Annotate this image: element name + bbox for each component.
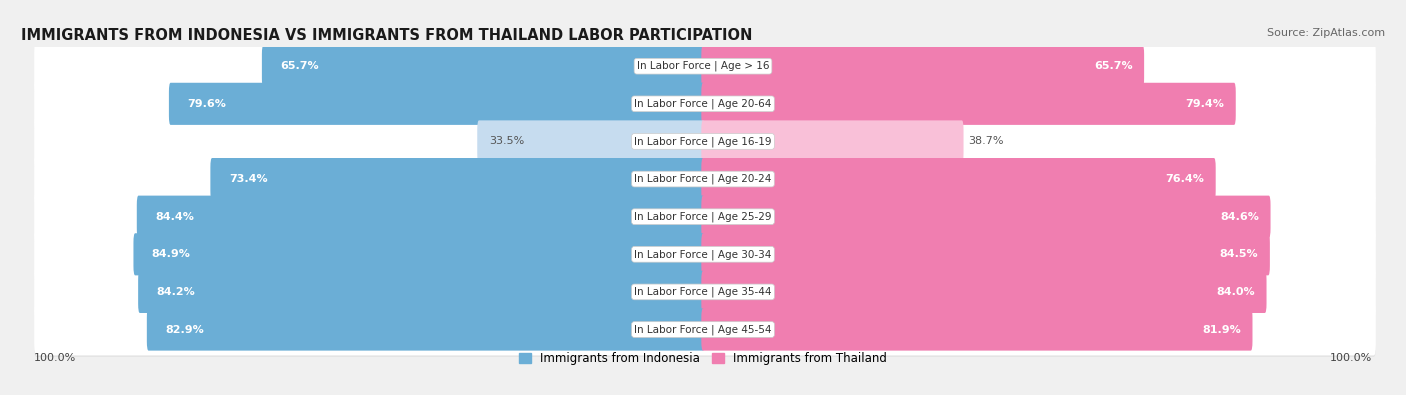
Text: In Labor Force | Age > 16: In Labor Force | Age > 16 bbox=[637, 61, 769, 71]
FancyBboxPatch shape bbox=[702, 158, 1216, 200]
Text: 38.7%: 38.7% bbox=[969, 136, 1004, 147]
FancyBboxPatch shape bbox=[34, 266, 1376, 318]
FancyBboxPatch shape bbox=[138, 271, 704, 313]
FancyBboxPatch shape bbox=[477, 120, 704, 162]
Text: 84.6%: 84.6% bbox=[1220, 212, 1258, 222]
Text: 84.2%: 84.2% bbox=[156, 287, 195, 297]
FancyBboxPatch shape bbox=[34, 305, 1376, 357]
Text: 84.5%: 84.5% bbox=[1219, 249, 1258, 259]
Text: 84.4%: 84.4% bbox=[155, 212, 194, 222]
FancyBboxPatch shape bbox=[702, 83, 1236, 125]
FancyBboxPatch shape bbox=[34, 267, 1376, 319]
Text: 84.0%: 84.0% bbox=[1216, 287, 1254, 297]
FancyBboxPatch shape bbox=[702, 120, 963, 162]
Text: In Labor Force | Age 20-64: In Labor Force | Age 20-64 bbox=[634, 99, 772, 109]
Text: 100.0%: 100.0% bbox=[1330, 353, 1372, 363]
FancyBboxPatch shape bbox=[34, 79, 1376, 131]
FancyBboxPatch shape bbox=[34, 304, 1376, 356]
Text: 79.4%: 79.4% bbox=[1185, 99, 1225, 109]
FancyBboxPatch shape bbox=[34, 154, 1376, 206]
Text: In Labor Force | Age 30-34: In Labor Force | Age 30-34 bbox=[634, 249, 772, 260]
Text: 82.9%: 82.9% bbox=[166, 325, 204, 335]
FancyBboxPatch shape bbox=[34, 115, 1376, 167]
FancyBboxPatch shape bbox=[211, 158, 704, 200]
FancyBboxPatch shape bbox=[34, 117, 1376, 169]
Text: 100.0%: 100.0% bbox=[34, 353, 76, 363]
FancyBboxPatch shape bbox=[134, 233, 704, 275]
FancyBboxPatch shape bbox=[34, 78, 1376, 130]
Text: 79.6%: 79.6% bbox=[187, 99, 226, 109]
FancyBboxPatch shape bbox=[702, 196, 1271, 238]
FancyBboxPatch shape bbox=[34, 153, 1376, 205]
Text: 73.4%: 73.4% bbox=[229, 174, 267, 184]
Text: In Labor Force | Age 45-54: In Labor Force | Age 45-54 bbox=[634, 324, 772, 335]
FancyBboxPatch shape bbox=[34, 40, 1376, 92]
Text: 33.5%: 33.5% bbox=[489, 136, 524, 147]
FancyBboxPatch shape bbox=[702, 45, 1144, 87]
FancyBboxPatch shape bbox=[702, 308, 1253, 351]
Text: IMMIGRANTS FROM INDONESIA VS IMMIGRANTS FROM THAILAND LABOR PARTICIPATION: IMMIGRANTS FROM INDONESIA VS IMMIGRANTS … bbox=[21, 28, 752, 43]
Text: In Labor Force | Age 16-19: In Labor Force | Age 16-19 bbox=[634, 136, 772, 147]
FancyBboxPatch shape bbox=[34, 228, 1376, 280]
Text: In Labor Force | Age 20-24: In Labor Force | Age 20-24 bbox=[634, 174, 772, 184]
FancyBboxPatch shape bbox=[34, 41, 1376, 93]
FancyBboxPatch shape bbox=[262, 45, 704, 87]
FancyBboxPatch shape bbox=[169, 83, 704, 125]
Text: 84.9%: 84.9% bbox=[152, 249, 191, 259]
Text: 81.9%: 81.9% bbox=[1202, 325, 1240, 335]
Legend: Immigrants from Indonesia, Immigrants from Thailand: Immigrants from Indonesia, Immigrants fr… bbox=[515, 348, 891, 370]
Text: 65.7%: 65.7% bbox=[1094, 61, 1132, 71]
Text: 65.7%: 65.7% bbox=[280, 61, 319, 71]
Text: Source: ZipAtlas.com: Source: ZipAtlas.com bbox=[1267, 28, 1385, 38]
FancyBboxPatch shape bbox=[702, 233, 1270, 275]
FancyBboxPatch shape bbox=[34, 191, 1376, 243]
Text: In Labor Force | Age 25-29: In Labor Force | Age 25-29 bbox=[634, 211, 772, 222]
Text: In Labor Force | Age 35-44: In Labor Force | Age 35-44 bbox=[634, 287, 772, 297]
FancyBboxPatch shape bbox=[146, 308, 704, 351]
FancyBboxPatch shape bbox=[34, 192, 1376, 244]
FancyBboxPatch shape bbox=[136, 196, 704, 238]
FancyBboxPatch shape bbox=[34, 229, 1376, 281]
Text: 76.4%: 76.4% bbox=[1166, 174, 1204, 184]
FancyBboxPatch shape bbox=[702, 271, 1267, 313]
